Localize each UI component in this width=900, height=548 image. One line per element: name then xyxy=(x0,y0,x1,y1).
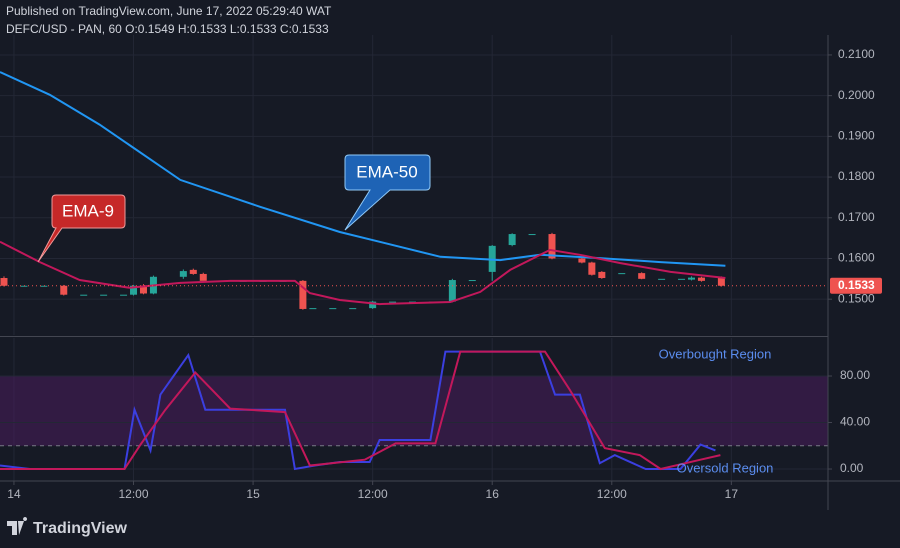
last-price-box xyxy=(830,277,882,294)
brand-logo: TradingView xyxy=(7,517,128,537)
annotation: Oversold Region xyxy=(677,460,774,475)
candle-body xyxy=(508,234,516,246)
y-tick-label: 0.1600 xyxy=(838,251,875,265)
series-line xyxy=(0,240,726,306)
candle-body xyxy=(80,294,88,296)
x-tick-label: 12:00 xyxy=(597,487,627,501)
candle-body xyxy=(448,280,456,302)
x-tick-label: 12:00 xyxy=(358,487,388,501)
candle-body xyxy=(40,285,48,287)
y-tick-label: 80.00 xyxy=(840,368,870,382)
candle-body xyxy=(20,285,28,287)
band-fill xyxy=(0,376,828,446)
candle-body xyxy=(658,278,666,280)
callout-shape xyxy=(37,194,126,263)
annotation: Overbought Region xyxy=(659,346,772,361)
candle-body xyxy=(578,258,586,263)
candle-body xyxy=(369,301,377,309)
candle-body xyxy=(120,294,128,296)
x-tick-label: 14 xyxy=(7,487,21,501)
candle-body xyxy=(100,294,108,296)
x-tick-label: 12:00 xyxy=(119,487,149,501)
y-tick-label: 0.00 xyxy=(840,461,864,475)
callout-label: EMA-9 xyxy=(62,201,114,220)
candle-body xyxy=(528,234,536,236)
ema50-callout: EMA-50 xyxy=(344,154,431,231)
candle-body xyxy=(638,273,646,279)
y-tick-label: 0.1900 xyxy=(838,129,875,143)
logo-icon xyxy=(7,517,28,535)
callout-shape xyxy=(344,154,431,231)
candle-body xyxy=(0,278,8,286)
y-tick-label: 0.1500 xyxy=(838,291,875,305)
y-tick-label: 0.2100 xyxy=(838,47,875,61)
published-line: Published on TradingView.com, June 17, 2… xyxy=(6,4,332,18)
candle-body xyxy=(588,262,596,275)
y-tick-label: 0.1700 xyxy=(838,210,875,224)
candle-body xyxy=(139,285,147,294)
y-tick-label: 0.1800 xyxy=(838,169,875,183)
candle-body xyxy=(687,277,695,280)
ema9-callout: EMA-9 xyxy=(37,194,126,263)
candle-body xyxy=(329,308,337,310)
x-tick-label: 15 xyxy=(246,487,260,501)
y-tick-label: 40.00 xyxy=(840,415,870,429)
symbol-line: DEFC/USD - PAN, 60 O:0.1549 H:0.1533 L:0… xyxy=(6,22,329,36)
candle-body xyxy=(618,273,626,275)
candle-body xyxy=(598,271,606,279)
candle-body xyxy=(717,277,725,286)
last-price-label: 0.1533 xyxy=(838,278,875,292)
candle-body xyxy=(309,308,317,310)
candle-body xyxy=(199,273,207,281)
candle-body xyxy=(349,308,357,310)
candle-body xyxy=(60,285,68,295)
x-tick-label: 17 xyxy=(725,487,739,501)
x-tick-label: 16 xyxy=(486,487,500,501)
candle-body xyxy=(299,280,307,309)
candle-body xyxy=(179,271,187,277)
callout-label: EMA-50 xyxy=(356,162,417,181)
candle-body xyxy=(389,301,397,303)
candle-body xyxy=(678,278,686,280)
series-line xyxy=(0,350,721,471)
candle-body xyxy=(409,301,417,303)
candle-body xyxy=(697,277,705,281)
candle-body xyxy=(130,285,138,295)
candle-body xyxy=(548,234,556,259)
series-line xyxy=(0,71,726,267)
candle-body xyxy=(189,269,197,274)
y-tick-label: 0.2000 xyxy=(838,88,875,102)
brand-name: TradingView xyxy=(33,520,128,537)
candle-body xyxy=(468,280,476,282)
